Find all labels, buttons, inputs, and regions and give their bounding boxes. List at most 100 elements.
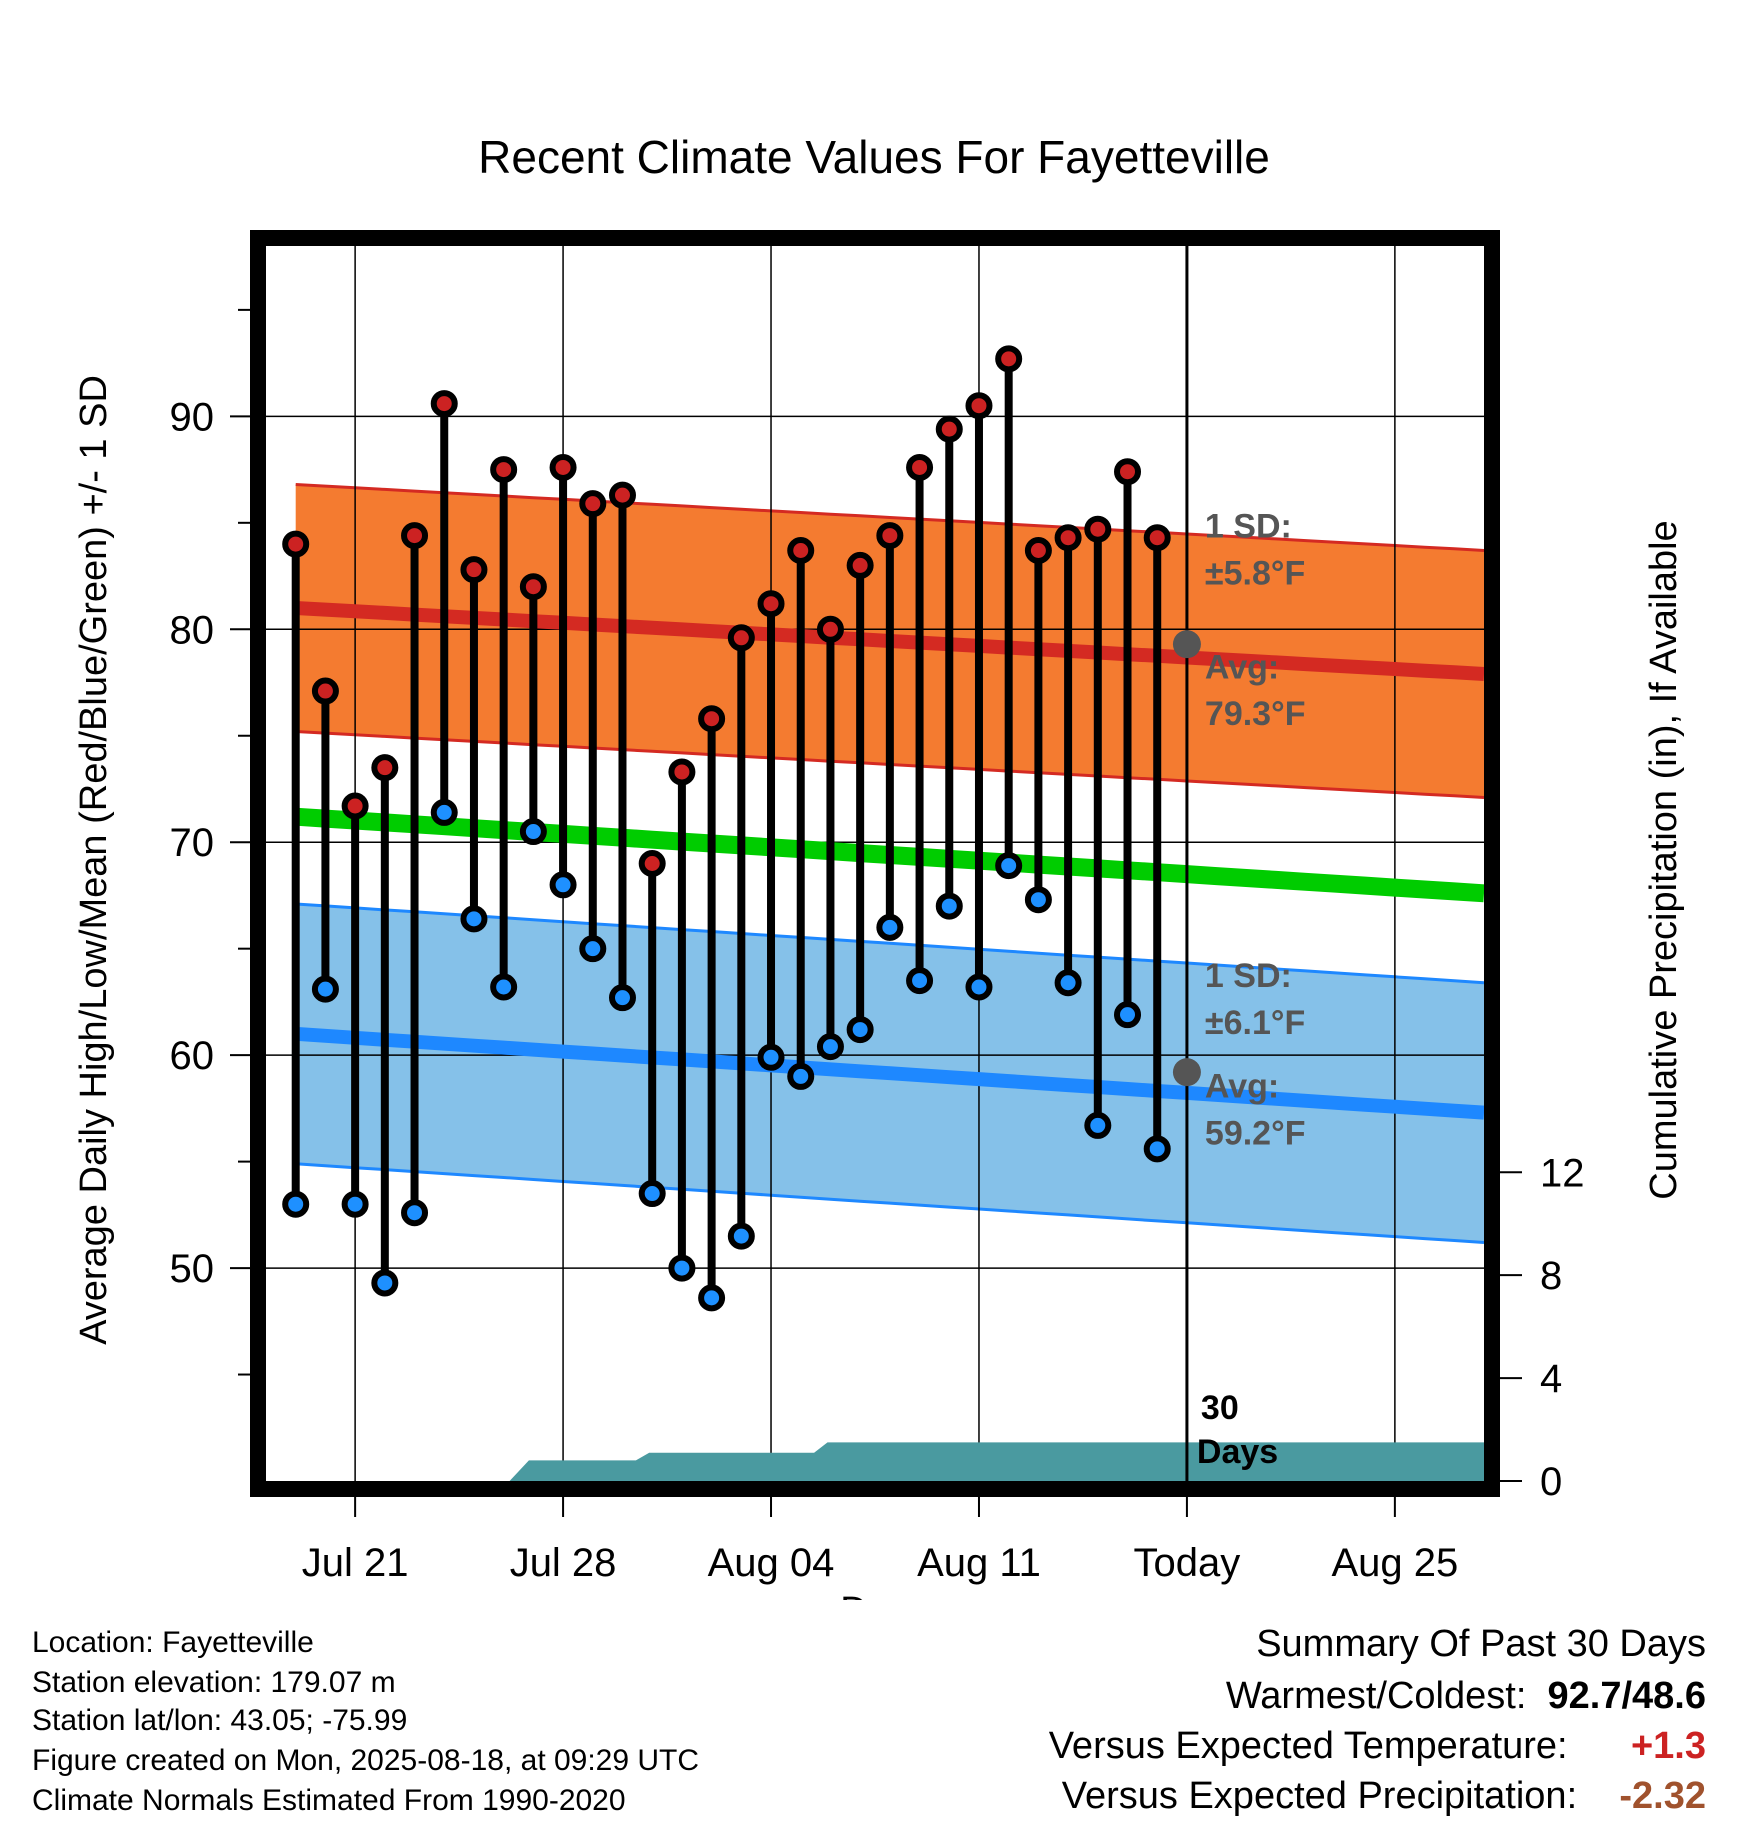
high-temp-point [341,792,369,820]
daily-temperature-marks [282,345,1171,1312]
y-tick-label: 80 [170,608,215,652]
high-sd-value: ±5.8°F [1205,555,1305,593]
high-temp-point [995,345,1023,373]
high-temp-point [1054,524,1082,552]
high-temp-point [906,453,934,481]
chart-title: Recent Climate Values For Fayetteville [478,131,1270,183]
y-tick-label: 90 [170,395,215,439]
high-temp-point [371,754,399,782]
x-tick-label: Jul 28 [510,1541,617,1585]
summary-temperature: Versus Expected Temperature: +1.3 [1049,1726,1706,1766]
high-temp-point [698,705,726,733]
low-temp-point [1084,1111,1112,1139]
y2-tick-label: 0 [1540,1460,1562,1504]
summary-warm-value: 92.7/48.6 [1547,1675,1706,1717]
summary-warmest-coldest: Warmest/Coldest: 92.7/48.6 [1226,1676,1706,1716]
low-temp-point [579,935,607,963]
x-tick-label: Today [1134,1541,1241,1585]
high-temp-point [490,456,518,484]
low-temp-point [401,1199,429,1227]
low-temp-point [1024,886,1052,914]
grid-lines [266,246,1484,1481]
y2-tick-label: 12 [1540,1151,1585,1195]
low-temp-point [906,967,934,995]
low-temp-point [341,1190,369,1218]
high-temp-point [1143,524,1171,552]
high-temp-point [757,590,785,618]
low-avg-value: 59.2°F [1205,1115,1306,1153]
low-avg-label: Avg: [1205,1068,1279,1106]
today-high-average-marker [1172,630,1201,659]
low-temp-point [965,973,993,1001]
axes: 50 60 70 80 90 0 4 8 12 Jul 21 Jul 28 Aug 04 Aug 11 T… [170,230,1585,1585]
info-latlon: Station lat/lon: 43.05; -75.99 [32,1704,408,1737]
y2-tick-label: 8 [1540,1254,1562,1298]
info-location: Location: Fayetteville [32,1626,314,1659]
x-axis-label: Day [840,1590,908,1600]
y2-tick-label: 4 [1540,1357,1562,1401]
high-temp-point [519,573,547,601]
low-temp-point [638,1180,666,1208]
summary-precipitation: Versus Expected Precipitation: -2.32 [1062,1776,1706,1816]
low-temp-point [311,975,339,1003]
y-axis-label: Average Daily High/Low/Mean (Red/Blue/Gr… [73,375,115,1345]
low-temp-point [757,1043,785,1071]
high-temp-point [876,522,904,550]
high-temp-point [846,551,874,579]
x-tick-label: Jul 21 [302,1541,409,1585]
high-temp-point [401,522,429,550]
summary-precip-value: -2.32 [1619,1775,1706,1817]
high-temp-point [430,390,458,418]
low-temp-point [1114,1001,1142,1029]
high-temp-point [1024,536,1052,564]
info-normals: Climate Normals Estimated From 1990-2020 [32,1784,626,1817]
high-temp-point [1114,458,1142,486]
high-band-upper-edge [295,483,1485,552]
info-elevation: Station elevation: 179.07 m [32,1666,396,1699]
high-temp-point [549,453,577,481]
low-temp-point [490,973,518,1001]
low-temp-point [727,1222,755,1250]
low-temp-point [1143,1135,1171,1163]
low-temp-point [549,871,577,899]
low-band-lower-edge [295,1162,1485,1244]
high-temp-point [460,556,488,584]
annotations: 1 SD: ±5.8°F Avg: 79.3°F 1 SD: ±6.1°F Avg: 59.2… [1172,246,1306,1481]
low-sd-label: 1 SD: [1205,957,1292,995]
low-temp-point [282,1190,310,1218]
summary-temp-label: Versus Expected Temperature: [1048,1725,1568,1767]
high-temp-point [282,530,310,558]
x-tick-label: Aug 11 [917,1541,1041,1585]
low-temp-point [787,1062,815,1090]
low-temp-point [1054,969,1082,997]
high-temp-point [965,392,993,420]
high-temp-point [1084,515,1112,543]
high-temp-point [787,536,815,564]
summary-warm-label: Warmest/Coldest: [1225,1675,1527,1717]
low-temp-point [608,984,636,1012]
info-created: Figure created on Mon, 2025-08-18, at 09… [32,1744,700,1777]
high-temp-point [935,415,963,443]
precipitation-area-shape [509,1442,1485,1481]
high-temp-point [608,481,636,509]
y-tick-label: 70 [170,821,215,865]
precip-days-label: Days [1197,1433,1278,1471]
precip-days-number: 30 [1201,1389,1239,1427]
low-temp-point [698,1284,726,1312]
today-low-average-marker [1172,1058,1201,1087]
low-temp-point [430,798,458,826]
high-temp-point [311,677,339,705]
high-temp-point [579,490,607,518]
low-temp-point [816,1033,844,1061]
high-temp-point [668,758,696,786]
low-temp-point [846,1016,874,1044]
low-average-line [295,1026,1485,1120]
low-temp-point [668,1254,696,1282]
low-temp-point [460,905,488,933]
summary-precip-label: Versus Expected Precipitation: [1061,1775,1578,1817]
low-temp-point [876,913,904,941]
low-band-upper-edge [295,902,1485,985]
high-avg-label: Avg: [1205,648,1279,686]
precipitation-area [509,1442,1485,1481]
x-tick-label: Aug 25 [1331,1541,1458,1585]
